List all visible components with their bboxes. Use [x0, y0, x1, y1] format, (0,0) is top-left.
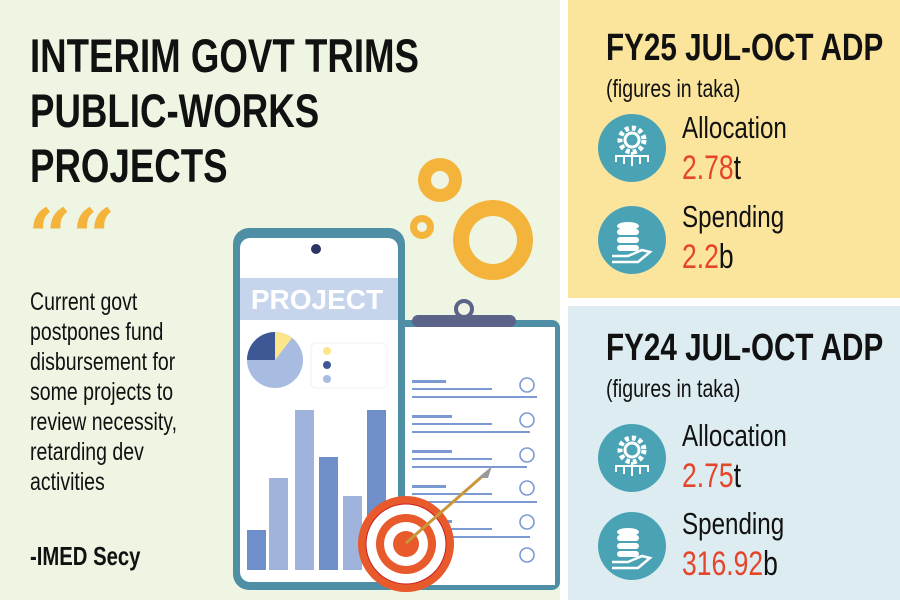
headline-line: PROJECTS [30, 139, 228, 192]
screen-label: PROJECT [251, 284, 383, 315]
quote-line: Current govt [30, 288, 138, 316]
spending-value: 2.2b [682, 238, 734, 276]
gear-network-icon [598, 114, 666, 182]
panel-subtitle: (figures in taka) [606, 375, 741, 403]
quote-line: review necessity, [30, 408, 178, 436]
fy25-panel: FY25 JUL-OCT ADP (figures in taka) Alloc… [568, 0, 900, 298]
headline-line: PUBLIC-WORKS [30, 84, 320, 137]
quote-line: postpones fund [30, 318, 164, 346]
allocation-label: Allocation [682, 418, 787, 453]
quote-line: activities [30, 468, 105, 496]
story-panel: INTERIM GOVT TRIMS PUBLIC-WORKS PROJECTS… [0, 0, 560, 600]
gear-icon [410, 158, 533, 280]
target-icon [358, 466, 492, 592]
spending-label: Spending [682, 506, 785, 541]
fy24-panel: FY24 JUL-OCT ADP (figures in taka) Alloc… [568, 306, 900, 600]
quote-line: some projects to [30, 378, 174, 406]
quote-text: Current govt postpones fund disbursement… [30, 287, 219, 497]
allocation-label: Allocation [682, 110, 787, 145]
quote-mark-icon: ““ [28, 192, 116, 281]
allocation-value: 2.78t [682, 149, 741, 187]
check-icon [519, 377, 535, 563]
gear-network-icon [598, 424, 666, 492]
panel-title: FY25 JUL-OCT ADP [606, 27, 884, 69]
headline-line: INTERIM GOVT TRIMS [30, 29, 420, 82]
spending-label: Spending [682, 199, 785, 234]
coins-hand-icon [598, 206, 666, 274]
project-illustration: PROJECT [233, 158, 560, 592]
allocation-value: 2.75t [682, 457, 741, 495]
coins-hand-icon [598, 512, 666, 580]
quote-line: retarding dev [30, 438, 144, 466]
headline: INTERIM GOVT TRIMS PUBLIC-WORKS PROJECTS [30, 28, 529, 193]
phone: PROJECT [233, 228, 405, 590]
spending-value: 316.92b [682, 545, 778, 583]
quote-line: disbursement for [30, 348, 176, 376]
panel-subtitle: (figures in taka) [606, 75, 741, 103]
panel-title: FY24 JUL-OCT ADP [606, 327, 884, 369]
attribution: -IMED Secy [30, 541, 141, 571]
